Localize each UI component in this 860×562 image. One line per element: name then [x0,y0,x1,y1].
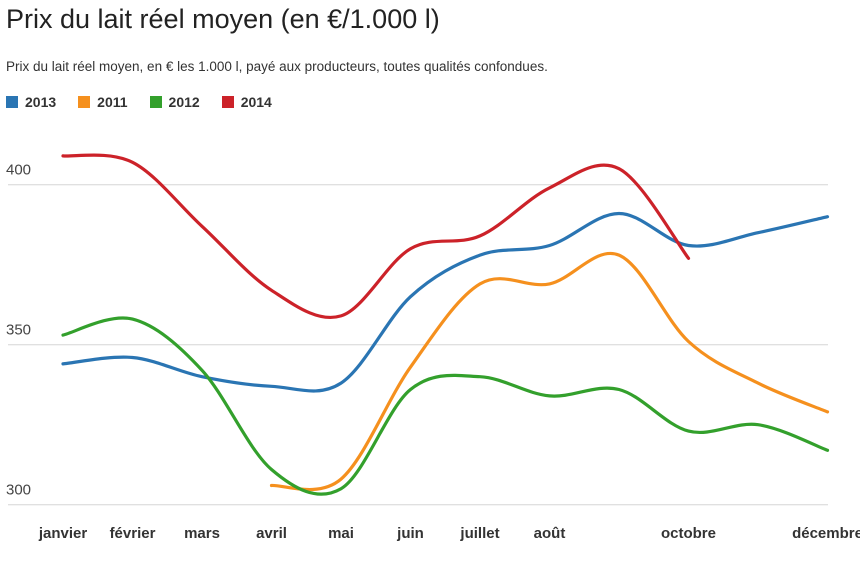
x-tick-label: janvier [38,525,88,542]
y-tick-label: 350 [6,322,31,339]
series-line-2012 [61,316,830,496]
x-tick-label: avril [256,525,287,542]
x-tick-label: décembre [792,525,860,542]
legend-label: 2014 [240,94,272,110]
legend: 2013 2011 2012 2014 [6,94,272,110]
legend-swatch [78,96,91,108]
legend-swatch [6,96,18,108]
legend-item-2013[interactable]: 2013 [6,94,56,110]
legend-label: 2012 [168,94,200,110]
legend-item-2011[interactable]: 2011 [78,94,128,110]
legend-swatch [221,96,234,108]
y-tick-label: 400 [6,162,31,179]
x-tick-label: mars [184,525,220,542]
x-tick-label: juin [396,525,424,542]
chart-subtitle: Prix du lait réel moyen, en € les 1.000 … [6,59,548,74]
x-tick-label: février [110,525,156,542]
legend-label: 2013 [25,94,57,110]
x-tick-label: août [534,525,566,542]
x-tick-label: octobre [661,525,716,542]
x-tick-label: juillet [459,525,499,542]
series-line-2013 [61,211,830,393]
series-line-2011 [269,251,830,492]
legend-label: 2011 [97,94,128,110]
x-tick-label: mai [328,525,354,542]
legend-swatch [149,96,162,108]
y-tick-label: 300 [6,482,31,499]
series-line-2014 [61,153,691,319]
chart-title: Prix du lait réel moyen (en €/1.000 l) [6,4,440,34]
legend-item-2014[interactable]: 2014 [221,94,272,110]
legend-item-2012[interactable]: 2012 [149,94,200,110]
